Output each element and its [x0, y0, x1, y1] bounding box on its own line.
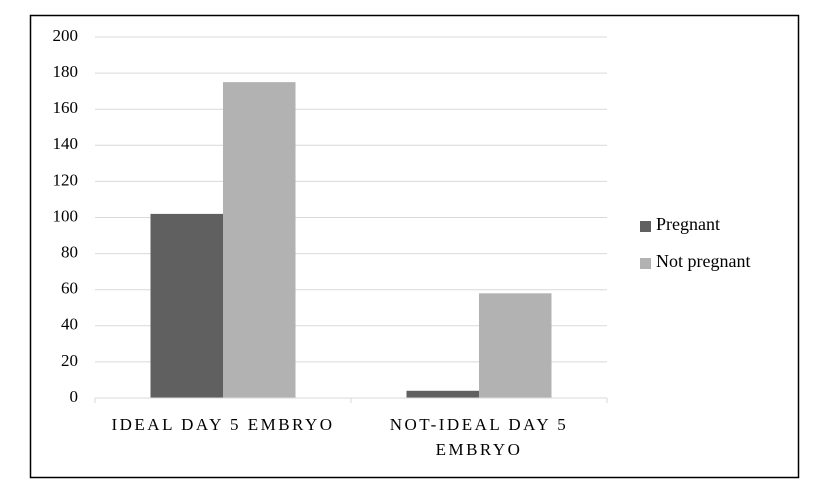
y-tick-label: 120	[53, 170, 79, 189]
y-tick-label: 140	[53, 134, 79, 153]
y-tick-label: 40	[61, 315, 78, 334]
legend-swatch	[640, 258, 651, 269]
x-tick-label: NOT-IDEAL DAY 5 EMBRYO	[390, 415, 569, 459]
y-tick-label: 160	[53, 98, 79, 117]
legend-label: Pregnant	[656, 214, 720, 234]
x-tick-label-line: NOT-IDEAL DAY 5	[390, 415, 569, 434]
y-tick-label: 100	[53, 206, 79, 225]
x-tick-label: IDEAL DAY 5 EMBRYO	[111, 415, 334, 434]
x-tick-label-line: EMBRYO	[436, 440, 523, 459]
legend-swatch	[640, 221, 651, 232]
bar	[223, 82, 296, 398]
y-tick-label: 20	[61, 351, 78, 370]
x-tick-label-line: IDEAL DAY 5 EMBRYO	[111, 415, 334, 434]
y-tick-label: 200	[53, 26, 79, 45]
bar	[406, 390, 479, 398]
bar	[150, 213, 223, 398]
y-tick-label: 80	[61, 243, 78, 262]
y-tick-label: 0	[70, 387, 79, 406]
chart-border	[29, 14, 800, 479]
bar	[479, 293, 552, 398]
y-tick-label: 180	[53, 62, 79, 81]
legend-label: Not pregnant	[656, 251, 750, 271]
y-tick-label: 60	[61, 279, 78, 298]
